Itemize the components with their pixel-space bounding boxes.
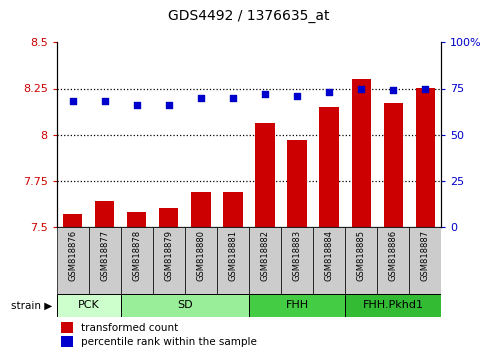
- Bar: [255, 124, 275, 227]
- Bar: [121, 227, 153, 294]
- Point: [357, 86, 365, 91]
- Point: [325, 89, 333, 95]
- Text: GSM818877: GSM818877: [100, 230, 109, 281]
- Text: GSM818886: GSM818886: [388, 230, 398, 281]
- Bar: [159, 208, 178, 227]
- Point: [133, 102, 141, 108]
- Bar: [249, 227, 281, 294]
- Bar: [249, 294, 345, 317]
- Bar: [223, 192, 243, 227]
- Bar: [313, 227, 345, 294]
- Point: [69, 98, 77, 104]
- Bar: [416, 88, 435, 227]
- Bar: [345, 227, 377, 294]
- Text: GSM818882: GSM818882: [260, 230, 270, 281]
- Bar: [89, 227, 121, 294]
- Text: FHH.Pkhd1: FHH.Pkhd1: [363, 300, 423, 310]
- Bar: [319, 107, 339, 227]
- Text: percentile rank within the sample: percentile rank within the sample: [81, 337, 257, 347]
- Bar: [191, 192, 211, 227]
- Bar: [153, 227, 185, 294]
- Bar: [61, 322, 73, 333]
- Text: GSM818879: GSM818879: [164, 230, 174, 281]
- Text: GSM818878: GSM818878: [132, 230, 141, 281]
- Point: [197, 95, 205, 101]
- Bar: [57, 227, 89, 294]
- Point: [101, 98, 108, 104]
- Bar: [61, 336, 73, 347]
- Bar: [345, 294, 441, 317]
- Bar: [185, 227, 217, 294]
- Text: GDS4492 / 1376635_at: GDS4492 / 1376635_at: [168, 9, 330, 23]
- Text: GSM818880: GSM818880: [196, 230, 206, 281]
- Text: GSM818885: GSM818885: [356, 230, 366, 281]
- Point: [421, 86, 429, 91]
- Bar: [409, 227, 441, 294]
- Point: [229, 95, 237, 101]
- Text: transformed count: transformed count: [81, 322, 178, 332]
- Text: GSM818887: GSM818887: [421, 230, 430, 281]
- Point: [165, 102, 173, 108]
- Bar: [377, 227, 409, 294]
- Text: FHH: FHH: [285, 300, 309, 310]
- Text: SD: SD: [177, 300, 193, 310]
- Bar: [127, 212, 146, 227]
- Point: [261, 91, 269, 97]
- Bar: [95, 201, 114, 227]
- Point: [389, 87, 397, 93]
- Text: strain ▶: strain ▶: [10, 300, 52, 310]
- Bar: [287, 140, 307, 227]
- Text: PCK: PCK: [78, 300, 100, 310]
- Bar: [352, 79, 371, 227]
- Bar: [217, 227, 249, 294]
- Bar: [384, 103, 403, 227]
- Text: GSM818876: GSM818876: [68, 230, 77, 281]
- Bar: [63, 214, 82, 227]
- Point: [293, 93, 301, 99]
- Bar: [281, 227, 313, 294]
- Bar: [57, 294, 121, 317]
- Bar: [121, 294, 249, 317]
- Text: GSM818881: GSM818881: [228, 230, 238, 281]
- Text: GSM818884: GSM818884: [324, 230, 334, 281]
- Text: GSM818883: GSM818883: [292, 230, 302, 281]
